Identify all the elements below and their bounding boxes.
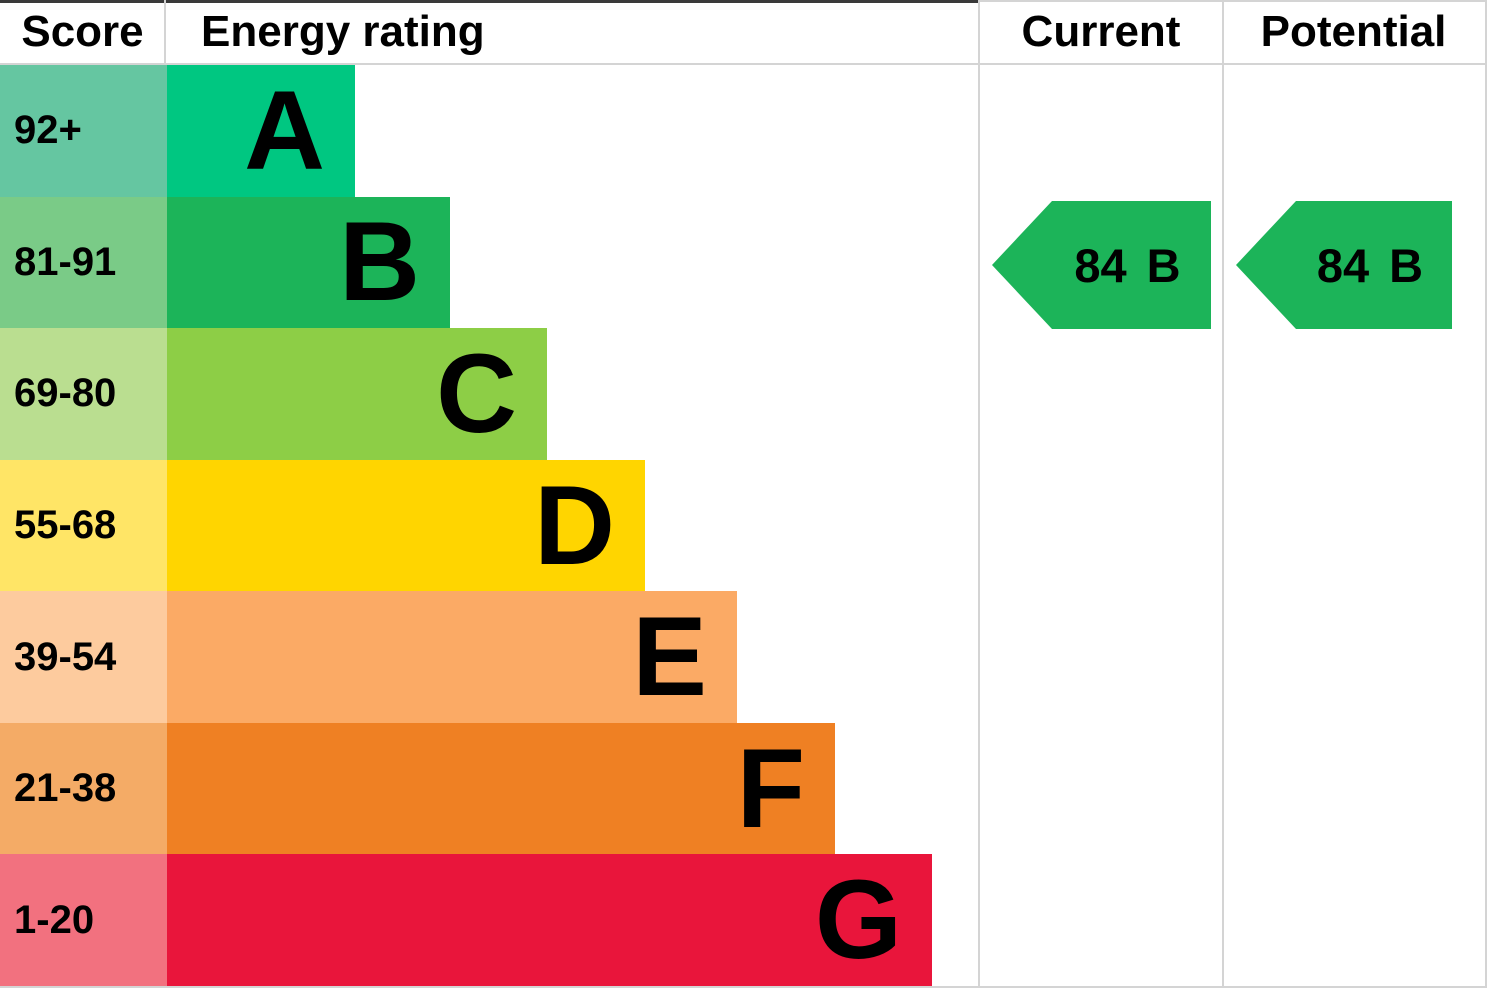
current-rating-band: B bbox=[1146, 238, 1181, 292]
band-score-range: 21-38 bbox=[0, 722, 167, 855]
top-border-right bbox=[978, 0, 1487, 2]
score-column-header: Score bbox=[21, 6, 144, 56]
right-border bbox=[1485, 0, 1487, 986]
current-rating-arrow: 84 B bbox=[992, 201, 1211, 329]
current-column-divider bbox=[978, 0, 980, 986]
top-border bbox=[0, 0, 978, 3]
band-score-range: 55-68 bbox=[0, 459, 167, 592]
band-bar: G bbox=[167, 854, 932, 987]
band-score-range: 1-20 bbox=[0, 854, 167, 987]
potential-rating-band: B bbox=[1389, 238, 1424, 292]
band-row: 21-38 F bbox=[0, 722, 978, 855]
current-rating-score: 84 bbox=[1074, 238, 1127, 292]
potential-rating-arrow: 84 B bbox=[1236, 201, 1452, 329]
band-row: 69-80 C bbox=[0, 328, 978, 460]
band-row: 92+ A bbox=[0, 65, 978, 197]
current-column-header: Current bbox=[1021, 6, 1181, 56]
band-letter: C bbox=[436, 330, 517, 456]
band-score-range: 39-54 bbox=[0, 591, 167, 723]
band-score-range: 92+ bbox=[0, 65, 167, 197]
band-letter: D bbox=[534, 462, 615, 588]
potential-rating-score: 84 bbox=[1316, 238, 1370, 292]
energy-rating-header: Energy rating bbox=[201, 6, 485, 56]
band-letter: G bbox=[814, 857, 902, 983]
band-row: 39-54 E bbox=[0, 591, 978, 723]
band-letter: A bbox=[244, 67, 325, 193]
band-score-range: 81-91 bbox=[0, 196, 167, 329]
band-bar: A bbox=[167, 65, 355, 197]
band-score-range: 69-80 bbox=[0, 328, 167, 460]
band-bar: E bbox=[167, 591, 737, 723]
band-letter: B bbox=[339, 199, 420, 325]
header-underline bbox=[0, 63, 1487, 65]
band-row: 1-20 G bbox=[0, 854, 978, 987]
band-row: 55-68 D bbox=[0, 459, 978, 592]
band-row: 81-91 B bbox=[0, 196, 978, 329]
bottom-border bbox=[0, 986, 1487, 988]
band-letter: F bbox=[736, 725, 805, 851]
band-bar: D bbox=[167, 459, 645, 592]
band-bar: F bbox=[167, 722, 835, 855]
score-column-divider bbox=[164, 0, 166, 63]
band-letter: E bbox=[632, 594, 707, 720]
potential-column-header: Potential bbox=[1260, 6, 1447, 56]
band-bar: C bbox=[167, 328, 547, 460]
potential-column-divider bbox=[1222, 0, 1224, 986]
band-bar: B bbox=[167, 196, 450, 329]
epc-band-rows: 92+ A 81-91 B 69-80 C 55-68 D 39-54 E 21-38 F 1-20 G bbox=[0, 65, 978, 987]
